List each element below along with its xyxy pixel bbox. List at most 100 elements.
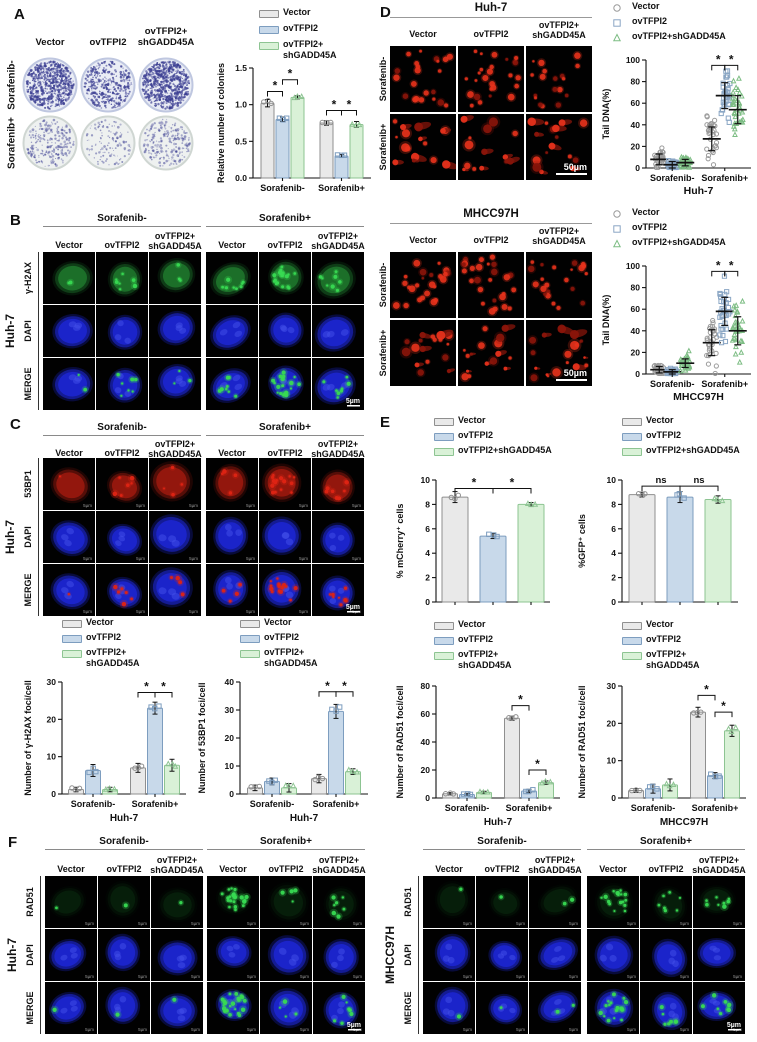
svg-text:80: 80 <box>421 681 431 691</box>
micrograph-tile: 5µm <box>312 511 364 563</box>
row-label: Sorafenib+ <box>6 117 18 169</box>
legend-label: Vector <box>646 415 674 425</box>
comet-tile <box>526 252 592 318</box>
gh2ax-micrograph-grid: Sorafenib- Sorafenib+ Vector ovTFPI2 ovTFPI2… <box>0 210 378 412</box>
svg-text:ns: ns <box>693 475 704 486</box>
col-header: ovTFPI2+ shGADD45A <box>692 855 746 875</box>
svg-text:Huh-7: Huh-7 <box>110 813 139 824</box>
legend-item: Vector <box>622 619 752 632</box>
svg-text:60: 60 <box>421 709 431 719</box>
legend-label: Vector <box>632 207 660 217</box>
svg-text:5µm: 5µm <box>136 609 145 614</box>
micrograph-tile: 5µm <box>98 982 150 1034</box>
gfp-cells-chart: Vector ovTFPI2 ovTFPI2+shGADD45A 0 2 4 6 8 10 %GF… <box>576 415 754 618</box>
chart-svg: 0 10 20 30 40 Number of 53BP1 foci/cell Sorafe… <box>197 677 368 824</box>
col-header: ovTFPI2+ shGADD45A <box>148 231 202 251</box>
panel-b-gh2ax-if: B Sorafenib- Sorafenib+ Vector ovTFPI2 ovTFP… <box>0 210 378 412</box>
panel-c-charts: Vector ovTFPI2 ovTFPI2+ shGADD45A 0 10 20 30 Nu… <box>0 617 378 832</box>
treatment-underline <box>207 849 365 850</box>
treatment-header: Sorafenib+ <box>260 836 312 847</box>
legend-label: ovTFPI2+ shGADD45A <box>264 647 318 668</box>
svg-text:*: * <box>510 476 515 490</box>
treatment-header: Sorafenib- <box>99 836 149 847</box>
row-label: 53BP1 <box>23 470 33 498</box>
cell-label: MHCC97H <box>383 925 397 985</box>
col-header: Vector <box>435 864 463 874</box>
svg-text:*: * <box>729 52 734 66</box>
svg-text:5µm: 5µm <box>516 974 525 979</box>
micrograph-tile: 5µm <box>693 876 745 928</box>
micrograph-tile: 5µm <box>476 929 528 981</box>
svg-text:Number of RAD51 foci/cell: Number of RAD51 foci/cell <box>577 685 587 798</box>
col-header: ovTFPI2+ shGADD45A <box>137 26 195 48</box>
svg-text:0: 0 <box>611 597 616 607</box>
legend-marker-icon <box>612 239 622 248</box>
svg-text:5µm: 5µm <box>136 503 145 508</box>
svg-text:*: * <box>342 679 347 693</box>
gh2ax-foci-chart: Vector ovTFPI2 ovTFPI2+ shGADD45A 0 10 20 30 Nu… <box>22 617 190 832</box>
legend-swatch <box>622 433 642 441</box>
svg-text:10: 10 <box>607 475 617 485</box>
micrograph-tile: 5µm <box>476 982 528 1034</box>
svg-text:5µm: 5µm <box>733 921 742 926</box>
svg-text:Relative number of colonies: Relative number of colonies <box>216 63 226 183</box>
svg-text:100: 100 <box>626 261 640 271</box>
svg-text:5µm: 5µm <box>138 974 147 979</box>
col-header: Vector <box>57 864 85 874</box>
svg-text:5µm: 5µm <box>246 503 255 508</box>
legend-label: ovTFPI2+shGADD45A <box>632 31 726 41</box>
comet-tile <box>458 252 524 318</box>
comet-tile <box>458 46 524 112</box>
row-bracket-line <box>38 252 39 410</box>
micrograph-tile <box>259 358 311 410</box>
svg-text:0: 0 <box>635 369 640 379</box>
svg-text:Sorafenib+: Sorafenib+ <box>313 799 360 809</box>
micrograph-tile: 5µm <box>98 876 150 928</box>
panel-a-label: A <box>14 6 25 23</box>
svg-text:*: * <box>347 98 352 112</box>
col-header: Vector <box>35 37 65 48</box>
svg-text:5µm: 5µm <box>347 1022 361 1029</box>
svg-text:5µm: 5µm <box>191 921 200 926</box>
svg-text:Sorafenib-: Sorafenib- <box>650 173 695 183</box>
svg-text:10: 10 <box>47 752 57 762</box>
treatment-underline <box>587 849 745 850</box>
micrograph-tile <box>149 252 201 304</box>
svg-text:20: 20 <box>421 765 431 775</box>
svg-text:5µm: 5µm <box>680 921 689 926</box>
svg-text:30: 30 <box>47 677 57 687</box>
treatment-header: Sorafenib- <box>477 836 527 847</box>
svg-text:8: 8 <box>425 499 430 509</box>
micrograph-tile: 5µm <box>476 876 528 928</box>
panel-f-rad51-if: F Sorafenib- Sorafenib+ Vector ovTFPI2 ovTFP… <box>0 832 757 1042</box>
comet-tile <box>390 46 456 112</box>
comet-tile <box>390 252 456 318</box>
chart-svg: 0 20 40 60 80 100 Tail DNA(%) Sorafenib- Sorafen… <box>601 258 751 403</box>
micrograph-tile: 5µm <box>313 929 365 981</box>
col-header: ovTFPI2+ shGADD45A <box>311 231 365 251</box>
legend-label: Vector <box>283 7 311 17</box>
col-header: Vector <box>599 864 627 874</box>
comet-tile <box>526 46 592 112</box>
svg-text:*: * <box>716 52 721 66</box>
micrograph-tile <box>206 305 258 357</box>
svg-text:Sorafenib+: Sorafenib+ <box>318 183 365 193</box>
micrograph-tile <box>312 305 364 357</box>
comet-tile: 50µm <box>526 320 592 386</box>
col-header: ovTFPI2+ shGADD45A <box>528 855 582 875</box>
svg-text:8: 8 <box>611 499 616 509</box>
svg-text:2: 2 <box>425 573 430 583</box>
svg-text:0: 0 <box>611 793 616 803</box>
block-title-underline <box>390 223 592 224</box>
svg-text:5µm: 5µm <box>83 556 92 561</box>
chart-svg: 0 20 40 60 80 100 Tail DNA(%) Sorafenib- Sorafen… <box>601 52 751 197</box>
bp1-foci-chart: Vector ovTFPI2 ovTFPI2+ shGADD45A 0 10 20 30 40… <box>196 617 374 832</box>
svg-text:Sorafenib-: Sorafenib- <box>445 803 490 813</box>
micrograph-tile: 5µm <box>45 876 97 928</box>
treatment-header: Sorafenib- <box>97 422 147 433</box>
comet-tile: 50µm <box>526 114 592 180</box>
legend-label: Vector <box>458 415 486 425</box>
svg-text:80: 80 <box>631 77 641 87</box>
